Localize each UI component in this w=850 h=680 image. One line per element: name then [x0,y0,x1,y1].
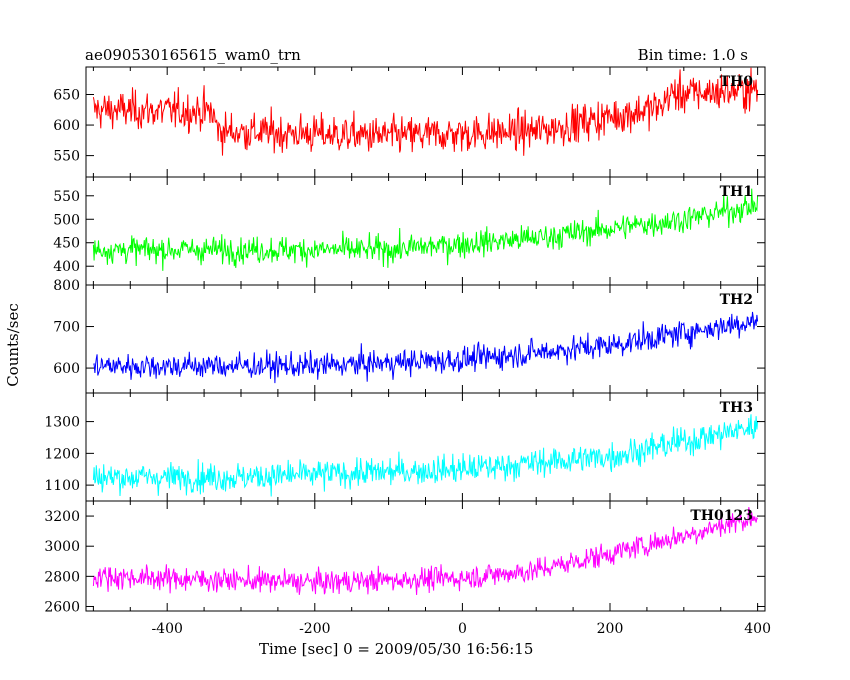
y-tick-label: 500 [53,212,80,228]
y-tick-label: 700 [53,320,80,336]
series-line-th0123 [92,507,759,596]
series-label-th0123: TH0123 [690,508,753,524]
series-line-th3 [92,414,759,497]
x-tick-label: 400 [744,621,771,637]
series-label-th2: TH2 [720,292,753,308]
y-tick-label: 450 [53,236,80,252]
panel-frame-th0 [85,66,766,178]
series-line-th1 [92,188,759,271]
panel-frame-th1 [85,176,766,286]
series-label-th1: TH1 [720,184,753,200]
chart-title: ae090530165615_wam0_trn [85,46,301,64]
y-tick-label: 2800 [44,569,80,585]
series-label-th3: TH3 [720,400,753,416]
series-line-th2 [93,311,759,384]
y-tick-label: 1300 [44,415,80,431]
series-line-th0 [92,67,759,156]
y-tick-label: 1100 [44,478,80,494]
y-tick-label: 2600 [44,599,80,615]
x-tick-label: -200 [299,621,330,637]
y-tick-label: 600 [53,361,80,377]
x-tick-label: 200 [597,621,624,637]
y-tick-label: 800 [53,278,80,294]
y-tick-label: 3200 [44,509,80,525]
y-tick-label: 550 [53,149,80,165]
x-tick-label: 0 [458,621,467,637]
panel-frame-th0123 [85,500,766,612]
y-tick-label: 1200 [44,446,80,462]
y-axis-label: Counts/sec [4,303,22,387]
series-label-th0: TH0 [720,74,754,90]
y-tick-label: 550 [53,189,80,205]
bin-time-label: Bin time: 1.0 s [637,46,748,64]
y-tick-label: 400 [53,259,80,275]
x-axis-label: Time [sec] 0 = 2009/05/30 16:56:15 [259,640,534,658]
x-tick-label: -400 [151,621,182,637]
y-tick-label: 650 [53,88,80,104]
y-tick-label: 3000 [44,539,80,555]
y-tick-label: 600 [53,118,80,134]
